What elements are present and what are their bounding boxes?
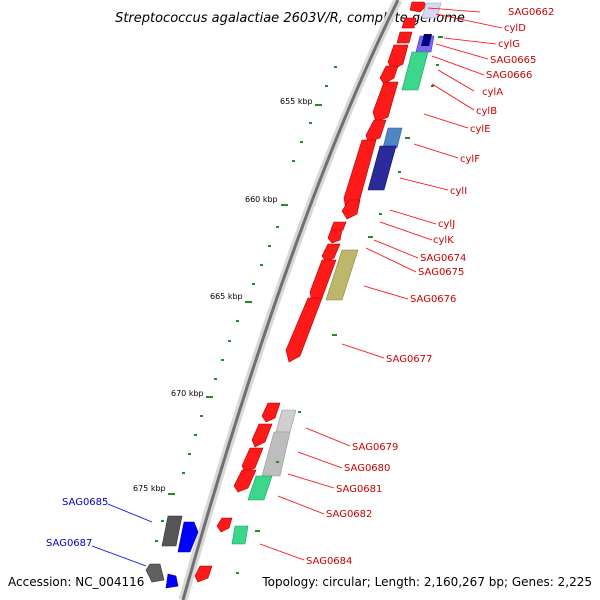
gene-sag0685-blue[interactable] xyxy=(177,521,199,553)
topology-text: Topology: circular; Length: 2,160,267 bp… xyxy=(261,575,592,589)
feature-green-a[interactable] xyxy=(401,51,429,91)
gene-markers xyxy=(236,36,443,574)
gene-cyle[interactable] xyxy=(343,139,377,211)
gene-label-cyli[interactable]: cylI xyxy=(450,186,467,197)
gene-cylk[interactable] xyxy=(327,229,343,244)
gene-label-cylf[interactable]: cylF xyxy=(460,154,480,165)
gene-cyla[interactable] xyxy=(372,81,399,123)
genome-backbone xyxy=(178,0,403,600)
feature-steelblue[interactable] xyxy=(382,127,403,149)
gene-sag0666[interactable] xyxy=(379,65,399,85)
scale-label-660: 660 kbp xyxy=(245,195,278,204)
gene-sag0684[interactable] xyxy=(216,517,233,533)
gene-cylb[interactable] xyxy=(365,119,387,143)
gene-cylf[interactable] xyxy=(341,199,361,220)
gene-sag0677[interactable] xyxy=(285,297,323,363)
gene-label-sag0679[interactable]: SAG0679 xyxy=(352,442,398,453)
gene-sag0681[interactable] xyxy=(241,447,264,473)
feature-grey-b[interactable] xyxy=(261,431,291,477)
feature-navy-b[interactable] xyxy=(367,145,397,191)
gene-label-sag0685[interactable]: SAG0685 xyxy=(62,497,108,508)
gene-sag0686[interactable] xyxy=(194,565,213,583)
gene-label-cyld[interactable]: cylD xyxy=(504,23,526,34)
scale-labels: 655 kbp 660 kbp 665 kbp 670 kbp 675 kbp xyxy=(133,97,313,493)
gene-labels-left: SAG0685 SAG0687 xyxy=(46,497,108,549)
gene-label-cyla[interactable]: cylA xyxy=(482,87,503,98)
forward-genes xyxy=(194,1,427,583)
gene-label-sag0677[interactable]: SAG0677 xyxy=(386,354,432,365)
gene-label-cylj[interactable]: cylJ xyxy=(438,219,455,230)
scale-label-655: 655 kbp xyxy=(280,97,313,106)
gene-sag0674[interactable] xyxy=(321,243,341,263)
gene-label-sag0666[interactable]: SAG0666 xyxy=(486,70,532,81)
gene-sag0687-blue[interactable] xyxy=(165,573,179,589)
gene-label-sag0662[interactable]: SAG0662 xyxy=(508,7,554,18)
gene-label-cyle[interactable]: cylE xyxy=(470,124,491,135)
gene-label-cylg[interactable]: cylG xyxy=(498,39,520,50)
leader-lines-left xyxy=(91,503,153,567)
feature-green-b[interactable] xyxy=(247,475,273,501)
scale-label-670: 670 kbp xyxy=(171,389,204,398)
gene-label-sag0681[interactable]: SAG0681 xyxy=(336,484,382,495)
feature-olive[interactable] xyxy=(325,249,359,301)
map-title: Streptococcus agalactiae 2603V/R, comple… xyxy=(115,11,465,26)
gene-sag0685-grey[interactable] xyxy=(161,515,183,547)
gene-label-cylk[interactable]: cylK xyxy=(433,235,454,246)
feature-blocks xyxy=(231,2,442,545)
map-footer: Accession: NC_004116 Topology: circular;… xyxy=(8,575,592,589)
gene-label-sag0676[interactable]: SAG0676 xyxy=(410,294,456,305)
gene-label-sag0665[interactable]: SAG0665 xyxy=(490,55,536,66)
gene-label-sag0684[interactable]: SAG0684 xyxy=(306,556,352,567)
accession-text: Accession: NC_004116 xyxy=(8,575,144,589)
gene-label-sag0674[interactable]: SAG0674 xyxy=(420,253,466,264)
gene-sag0662[interactable] xyxy=(409,1,427,13)
gene-sag0679[interactable] xyxy=(261,402,281,423)
scale-label-665: 665 kbp xyxy=(210,292,243,301)
feature-grey-a[interactable] xyxy=(275,409,297,433)
gene-label-cylb[interactable]: cylB xyxy=(476,106,497,117)
feature-navy-a[interactable] xyxy=(421,34,432,46)
gene-cyld[interactable] xyxy=(401,17,417,29)
feature-green-c[interactable] xyxy=(231,525,249,545)
gene-label-sag0680[interactable]: SAG0680 xyxy=(344,463,390,474)
gene-label-sag0682[interactable]: SAG0682 xyxy=(326,509,372,520)
scale-ticks xyxy=(155,66,337,542)
leader-lines-right xyxy=(259,7,503,561)
gene-label-sag0675[interactable]: SAG0675 xyxy=(418,267,464,278)
gene-sag0680[interactable] xyxy=(251,423,273,448)
reverse-genes xyxy=(145,515,199,589)
scale-label-675: 675 kbp xyxy=(133,484,166,493)
gene-label-sag0687[interactable]: SAG0687 xyxy=(46,538,92,549)
gene-labels-right: SAG0662 cylD cylG SAG0665 SAG0666 cylA c… xyxy=(306,7,554,567)
gene-sag0687-grey[interactable] xyxy=(145,563,165,583)
gene-cylg[interactable] xyxy=(396,31,413,44)
gene-sag0682[interactable] xyxy=(233,469,257,493)
